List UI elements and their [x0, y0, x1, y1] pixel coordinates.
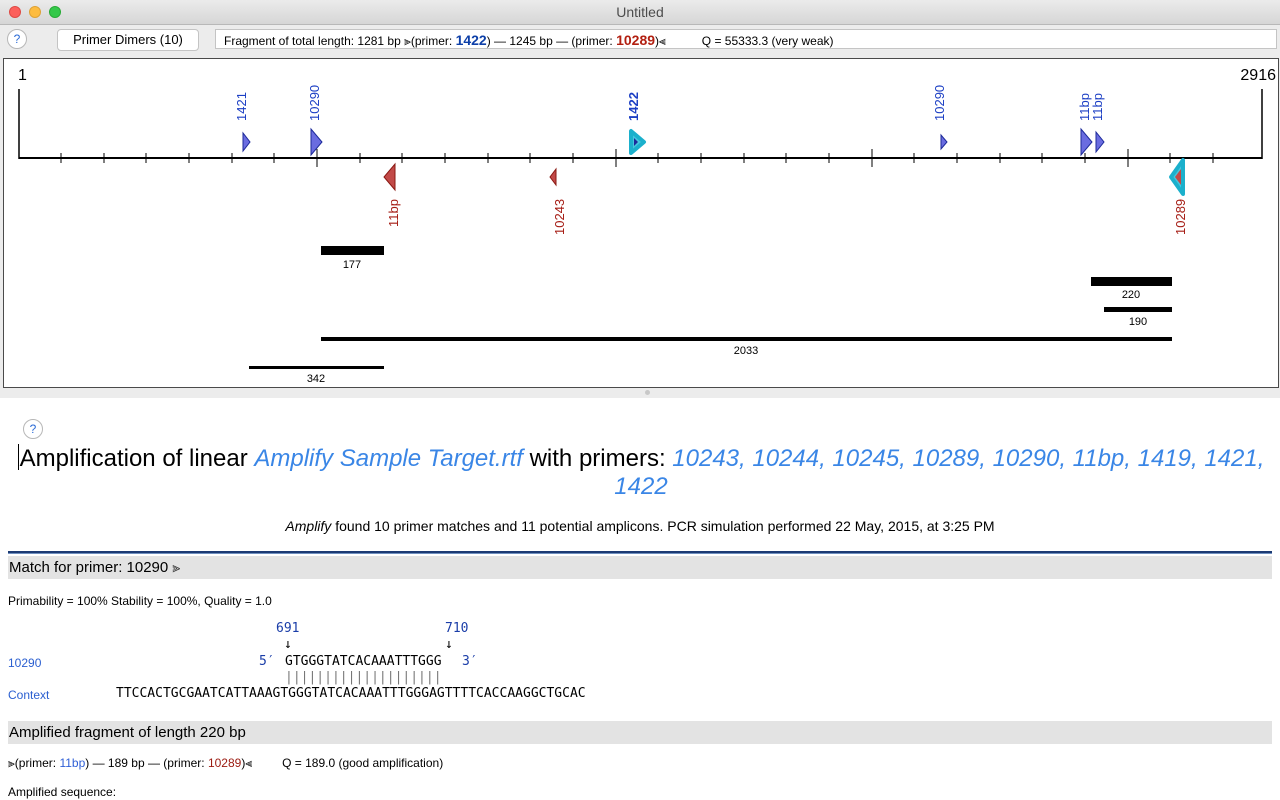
forward-primer-marker[interactable] [1095, 130, 1105, 154]
primer-5-prime: 5′ [259, 654, 275, 669]
forward-primer-label: 1421 [234, 92, 249, 121]
forward-primer-marker[interactable] [242, 131, 251, 153]
start-arrow-icon: ↓ [284, 637, 292, 652]
help-button[interactable]: ? [7, 29, 27, 49]
close-window-button[interactable] [9, 6, 21, 18]
primer-3-prime: 3′ [462, 654, 478, 669]
ampl-quality: Q = 189.0 (good amplification) [282, 756, 444, 770]
amplified-fragment-info: ⫸(primer: 11bp) — 189 bp — (primer: 1028… [8, 756, 443, 771]
axis-ticks [60, 149, 1214, 167]
amplicon-size-label: 220 [1122, 289, 1140, 301]
amplicon-size-label: 2033 [734, 345, 758, 357]
minimize-window-button[interactable] [29, 6, 41, 18]
report-summary: Amplify found 10 primer matches and 11 p… [0, 518, 1280, 534]
match-header-text: Match for primer: 10290 [9, 559, 169, 576]
target-file-link[interactable]: Amplify Sample Target.rtf [254, 445, 523, 472]
match-end-position: 710 [445, 621, 469, 636]
report-pane[interactable]: ? Amplification of linear Amplify Sample… [0, 398, 1280, 800]
fragment-info-box: Fragment of total length: 1281 bp ⫸(prim… [215, 29, 1277, 49]
primers-list-link[interactable]: 10243, 10244, 10245, 10289, 10290, 11bp,… [614, 445, 1265, 500]
forward-primer-label: 1422 [626, 92, 641, 121]
amplicon-bar[interactable] [1091, 277, 1172, 286]
title-bar: Untitled [0, 0, 1280, 25]
forward-primer-label: 10290 [307, 85, 322, 121]
match-section-header: Match for primer: 10290 ⫸ [8, 556, 1272, 579]
ampl-primer-2[interactable]: 10289 [207, 756, 242, 770]
zoom-window-button[interactable] [49, 6, 61, 18]
reverse-primer-label: 10289 [1173, 199, 1188, 235]
map-graphic: 1421 10290 1422 10290 11bp 11bp 11bp 102… [18, 85, 1263, 385]
amplicon-bar[interactable] [321, 337, 1172, 341]
amplicon-bar[interactable] [321, 246, 384, 255]
report-title: Amplification of linear Amplify Sample T… [16, 444, 1266, 501]
toolbar: ? Primer Dimers (10) Fragment of total l… [0, 25, 1280, 56]
split-view-divider[interactable] [0, 388, 1280, 398]
match-stats: Primability = 100% Stability = 100%, Qua… [8, 594, 272, 608]
sequence-map[interactable]: 1 2916 1421 10290 1422 [3, 58, 1279, 388]
fragment-primer-1: 1422 [455, 32, 487, 48]
reverse-primer-marker[interactable] [549, 167, 557, 187]
ampl-suffix: )⫷ [241, 756, 253, 770]
reverse-primer-label: 11bp [386, 199, 401, 227]
forward-primer-marker[interactable] [1080, 127, 1093, 157]
window-title: Untitled [616, 4, 664, 20]
reverse-primer-marker[interactable] [383, 162, 396, 192]
divider-handle[interactable] [645, 390, 650, 395]
forward-primer-marker[interactable] [310, 127, 323, 157]
amplified-sequence-label: Amplified sequence: [8, 785, 117, 799]
report-help-button[interactable]: ? [23, 419, 43, 439]
forward-arrow-icon: ⫸ [172, 559, 181, 575]
fragment-section-header: Amplified fragment of length 220 bp [8, 721, 1272, 744]
amplicon-size-label: 177 [343, 259, 361, 271]
text-cursor [17, 444, 19, 470]
forward-primer-label: 11bp [1077, 93, 1092, 121]
context-row-label: Context [8, 688, 50, 702]
end-arrow-icon: ↓ [445, 637, 453, 652]
amplicon-bar[interactable] [1104, 307, 1172, 312]
reverse-primer-marker-inner [1175, 169, 1181, 185]
fragment-prefix: Fragment of total length: 1281 bp ⫸(prim… [224, 34, 456, 48]
report-divider [8, 551, 1272, 554]
primer-row-label[interactable]: 10290 [8, 656, 42, 670]
map-end-label: 2916 [1240, 67, 1276, 84]
map-start-label: 1 [18, 67, 27, 84]
context-sequence: TTCCACTGCGAATCATTAAAGTGGGTATCACAAATTTGGG… [116, 686, 586, 701]
forward-primer-label: 11bp [1090, 93, 1105, 121]
match-start-position: 691 [276, 621, 300, 636]
fragment-suffix: )⫷ [655, 34, 666, 48]
summary-text: found 10 primer matches and 11 potential… [331, 518, 995, 534]
ampl-mid: ) — 189 bp — (primer: [85, 756, 208, 770]
fragment-primer-2: 10289 [616, 32, 656, 48]
ampl-prefix: ⫸(primer: [8, 756, 60, 770]
amplicon-size-label: 342 [307, 373, 325, 385]
forward-primer-label: 10290 [932, 85, 947, 121]
reverse-primer-label: 10243 [552, 199, 567, 235]
primer-sequence: GTGGGTATCACAAATTTGGG [285, 654, 442, 669]
forward-primer-marker[interactable] [940, 133, 948, 151]
forward-primer-marker-inner [634, 138, 638, 146]
match-bars: |||||||||||||||||||| [285, 670, 442, 685]
title-mid: with primers: [522, 445, 673, 472]
ampl-primer-1[interactable]: 11bp [59, 756, 86, 770]
title-prefix: Amplification of linear [19, 445, 255, 472]
amplicon-size-label: 190 [1129, 316, 1147, 328]
amplicon-bar[interactable] [249, 366, 384, 369]
fragment-quality: Q = 55333.3 (very weak) [701, 34, 834, 48]
primer-dimers-button[interactable]: Primer Dimers (10) [57, 29, 199, 51]
summary-app-name: Amplify [285, 518, 332, 534]
fragment-mid: ) — 1245 bp — (primer: [486, 34, 617, 48]
